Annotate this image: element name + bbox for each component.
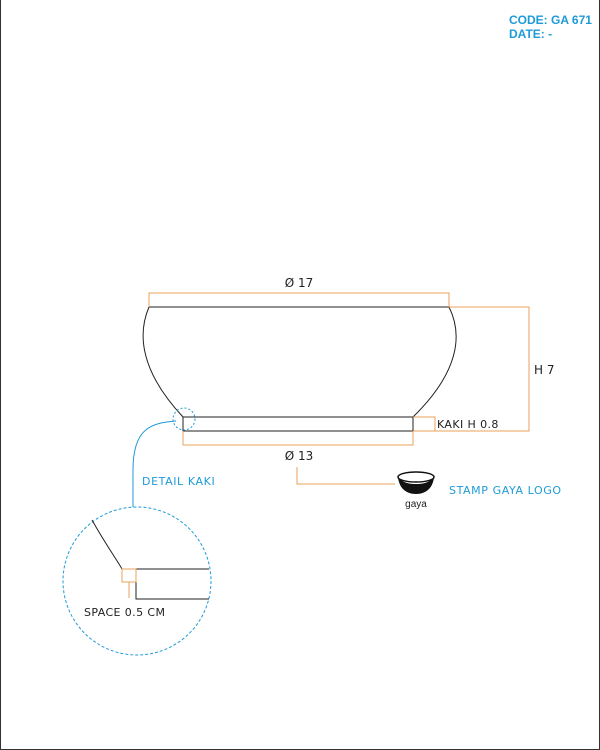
code-line: CODE: GA 671 [509,13,592,27]
code-value: GA 671 [551,13,592,27]
space-note-label: SPACE 0.5 CM [84,606,165,619]
detail-space-gap [121,568,137,583]
bowl-left-side [142,306,184,418]
title-block: CODE: GA 671 DATE: - [509,13,592,41]
kaki-height-bracket [413,416,436,431]
date-label: DATE: [509,27,545,41]
detail-magnified-circle [62,506,212,656]
detail-bowl-wall [91,519,123,570]
base-diameter-label: Ø 13 [285,449,314,463]
logo-bowl-inner [401,474,431,480]
bowl-right-side [412,306,457,418]
height-label: H 7 [534,363,554,377]
logo-text: gaya [405,499,427,510]
detail-magnified-drawing [91,519,209,600]
detail-foot-ring [135,569,209,600]
kaki-height-label: KAKI H 0.8 [437,418,499,431]
stamp-label: STAMP GAYA LOGO [449,484,562,497]
dimension-lines [148,292,530,485]
top-diameter-label: Ø 17 [285,276,314,290]
bowl-foot-ring [182,416,414,432]
base-diameter-bracket [182,431,414,446]
detail-marker-circle [172,407,196,431]
height-bracket [413,306,530,432]
date-value: - [548,27,553,41]
gaya-logo: gaya [397,471,435,510]
top-diameter-bracket [148,292,450,307]
logo-bowl-body [398,477,434,494]
code-label: CODE: [509,13,548,27]
detail-callout: DETAIL KAKI SPACE 0.5 CM [62,407,215,656]
stamp-leader-line [296,467,395,485]
detail-leader-line [132,420,177,507]
bowl-outline [142,306,457,432]
detail-kaki-title: DETAIL KAKI [142,475,215,488]
date-line: DATE: - [509,27,592,41]
